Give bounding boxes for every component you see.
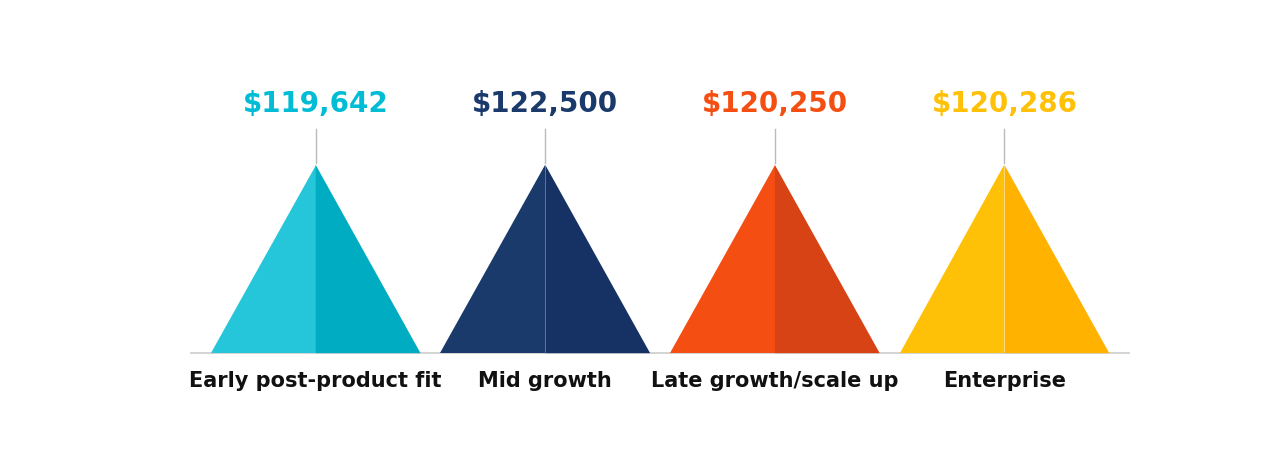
Polygon shape bbox=[1005, 165, 1109, 353]
Text: $122,500: $122,500 bbox=[473, 90, 618, 118]
Text: Mid growth: Mid growth bbox=[478, 371, 612, 391]
Text: $120,250: $120,250 bbox=[702, 90, 848, 118]
Text: $120,286: $120,286 bbox=[931, 90, 1078, 118]
Polygon shape bbox=[670, 165, 775, 353]
Polygon shape bbox=[211, 165, 316, 353]
Text: Enterprise: Enterprise bbox=[943, 371, 1066, 391]
Polygon shape bbox=[545, 165, 650, 353]
Polygon shape bbox=[775, 165, 880, 353]
Polygon shape bbox=[899, 165, 1005, 353]
Polygon shape bbox=[316, 165, 420, 353]
Polygon shape bbox=[440, 165, 545, 353]
Text: Early post-product fit: Early post-product fit bbox=[189, 371, 442, 391]
Text: Late growth/scale up: Late growth/scale up bbox=[652, 371, 899, 391]
Text: $119,642: $119,642 bbox=[243, 90, 389, 118]
